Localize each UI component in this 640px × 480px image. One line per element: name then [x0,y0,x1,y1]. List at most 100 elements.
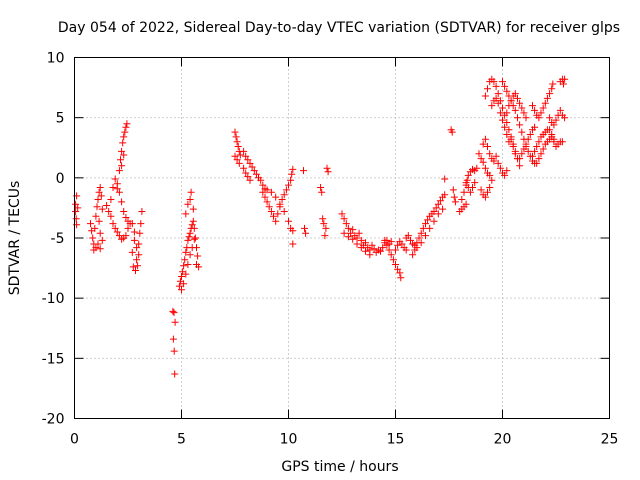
data-point [426,224,434,232]
data-point [188,221,196,229]
data-point [462,179,470,187]
data-point [109,184,117,191]
data-point [385,246,393,254]
y-tick-label: -10 [42,291,65,307]
data-point [322,224,330,232]
data-point [357,244,365,252]
grid-lines [74,57,610,419]
data-point [130,236,138,244]
data-point [484,188,491,196]
data-point [501,123,509,131]
data-point [107,212,115,220]
data-point [424,216,432,224]
data-point [516,155,524,163]
data-point [501,82,509,90]
data-point [479,158,487,166]
data-point [317,184,325,191]
data-point [92,244,100,252]
data-point [257,176,265,184]
data-point [189,205,197,213]
data-point [475,150,483,158]
data-point [397,274,405,282]
data-point [118,198,126,206]
data-point [458,196,466,203]
data-point [169,335,177,343]
data-point [522,114,530,122]
data-point [113,185,121,193]
data-point [469,184,476,191]
data-point [499,78,506,86]
data-point [486,150,494,158]
data-point [194,252,202,260]
data-point [93,203,101,211]
data-point [187,188,195,196]
data-points [72,75,569,378]
data-point [96,184,104,191]
data-point [548,85,556,93]
data-point [240,147,248,155]
data-point [320,220,328,228]
data-point [407,236,414,244]
data-point [499,104,506,112]
data-point [98,205,106,213]
data-point [392,246,399,254]
data-point [340,215,348,223]
data-point [422,220,429,228]
data-point [103,202,111,209]
data-point [72,215,80,223]
y-tick-label: -20 [42,412,65,428]
data-point [486,184,494,191]
data-point [107,196,115,203]
data-point [274,210,282,218]
data-point [466,188,474,196]
data-point [486,171,494,179]
data-point [503,119,511,126]
data-point [263,186,271,194]
data-point [560,80,567,88]
data-point [267,208,275,215]
data-point [518,128,526,136]
data-point [561,75,569,83]
data-point [398,240,406,248]
data-point [549,80,557,88]
tick-labels: 0 5 10 15 20 25 -20 -15 -10 -5 0 5 10 [42,51,619,448]
data-point [484,85,491,93]
data-point [522,140,530,148]
data-point [548,133,556,141]
data-point [353,234,361,242]
data-point [524,135,532,143]
data-point [473,164,481,172]
data-point [133,256,141,264]
data-point [413,244,421,252]
data-point [448,128,456,136]
data-point [242,169,250,177]
data-point [109,220,117,228]
data-point [488,176,496,184]
data-point [494,159,502,167]
data-point [362,247,369,255]
data-point [402,246,410,254]
data-point [137,220,145,228]
data-point [441,175,449,183]
data-point [231,128,239,136]
data-point [87,220,94,228]
data-point [138,208,146,215]
data-point [450,193,458,201]
data-point [120,208,128,215]
data-point [189,217,197,225]
data-point [353,240,361,248]
data-point [171,370,179,378]
data-point [128,248,136,256]
data-point [396,269,404,277]
data-point [494,99,502,107]
data-point [280,191,288,199]
data-point [175,282,183,290]
data-point [492,152,500,160]
x-tick-label: 5 [177,432,186,448]
data-point [492,94,500,102]
data-point [123,120,131,128]
data-point [535,155,543,163]
data-point [289,165,297,173]
data-point [415,234,423,242]
data-point [191,234,199,242]
